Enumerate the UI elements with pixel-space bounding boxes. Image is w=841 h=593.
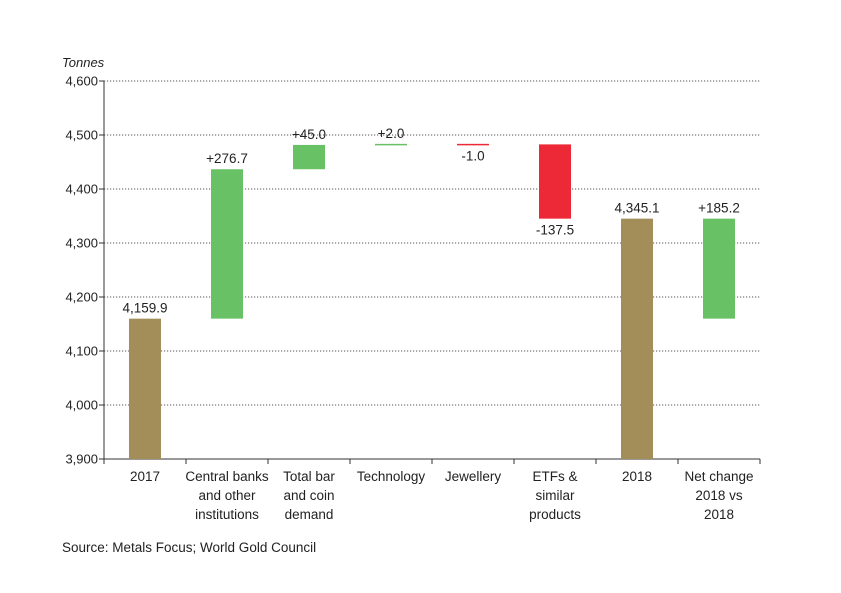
- category-label: 2017: [130, 469, 160, 484]
- category-label: 2018 vs: [695, 488, 743, 503]
- category-label: and other: [198, 488, 256, 503]
- axes: [103, 81, 761, 464]
- bar-decrease: [539, 144, 571, 219]
- y-tick-label: 4,400: [65, 182, 98, 197]
- y-tick-label: 4,000: [65, 398, 98, 413]
- data-label: -1.0: [461, 148, 484, 163]
- y-axis-ticks: 3,900 4,000 4,100 4,200 4,300 4,400 4,500 4,600: [65, 74, 104, 467]
- category-label: Central banks: [185, 469, 269, 484]
- bar-increase: [375, 143, 407, 146]
- bars: [129, 143, 735, 459]
- gridlines: [104, 80, 760, 406]
- bar-increase: [293, 144, 325, 170]
- data-label: 4,345.1: [614, 201, 659, 216]
- data-label: +185.2: [698, 201, 740, 216]
- category-label: 2018: [704, 507, 734, 522]
- category-label: 2018: [622, 469, 652, 484]
- bar-increase: [211, 169, 243, 319]
- x-axis-categories: 2017 Central banks and other institutions To…: [130, 469, 754, 522]
- category-label: Net change: [684, 469, 753, 484]
- data-label: 4,159.9: [122, 301, 167, 316]
- y-tick-label: 4,500: [65, 128, 98, 143]
- bar-total: [621, 218, 653, 459]
- category-label: similar: [536, 488, 576, 503]
- y-tick-label: 4,300: [65, 236, 98, 251]
- data-label: -137.5: [536, 223, 574, 238]
- y-tick-label: 4,100: [65, 344, 98, 359]
- category-label: institutions: [195, 507, 259, 522]
- category-label: Jewellery: [445, 469, 502, 484]
- source-note: Source: Metals Focus; World Gold Council: [62, 540, 317, 555]
- y-tick-label: 3,900: [65, 452, 98, 467]
- category-label: ETFs &: [532, 469, 577, 484]
- data-labels: 4,159.9 +276.7 +45.0 +2.0 -1.0 -137.5 4,345.1 +…: [122, 126, 739, 316]
- y-tick-label: 4,600: [65, 74, 98, 89]
- bar-decrease: [457, 143, 489, 146]
- category-label: Total bar: [283, 469, 335, 484]
- category-label: and coin: [283, 488, 334, 503]
- bar-total: [129, 318, 161, 459]
- data-label: +2.0: [378, 126, 405, 141]
- category-label: Technology: [357, 469, 426, 484]
- data-label: +45.0: [292, 127, 326, 142]
- y-axis-label: Tonnes: [62, 55, 105, 70]
- category-label: products: [529, 507, 581, 522]
- data-label: +276.7: [206, 151, 248, 166]
- bar-increase: [703, 218, 735, 319]
- y-tick-label: 4,200: [65, 290, 98, 305]
- category-label: demand: [285, 507, 334, 522]
